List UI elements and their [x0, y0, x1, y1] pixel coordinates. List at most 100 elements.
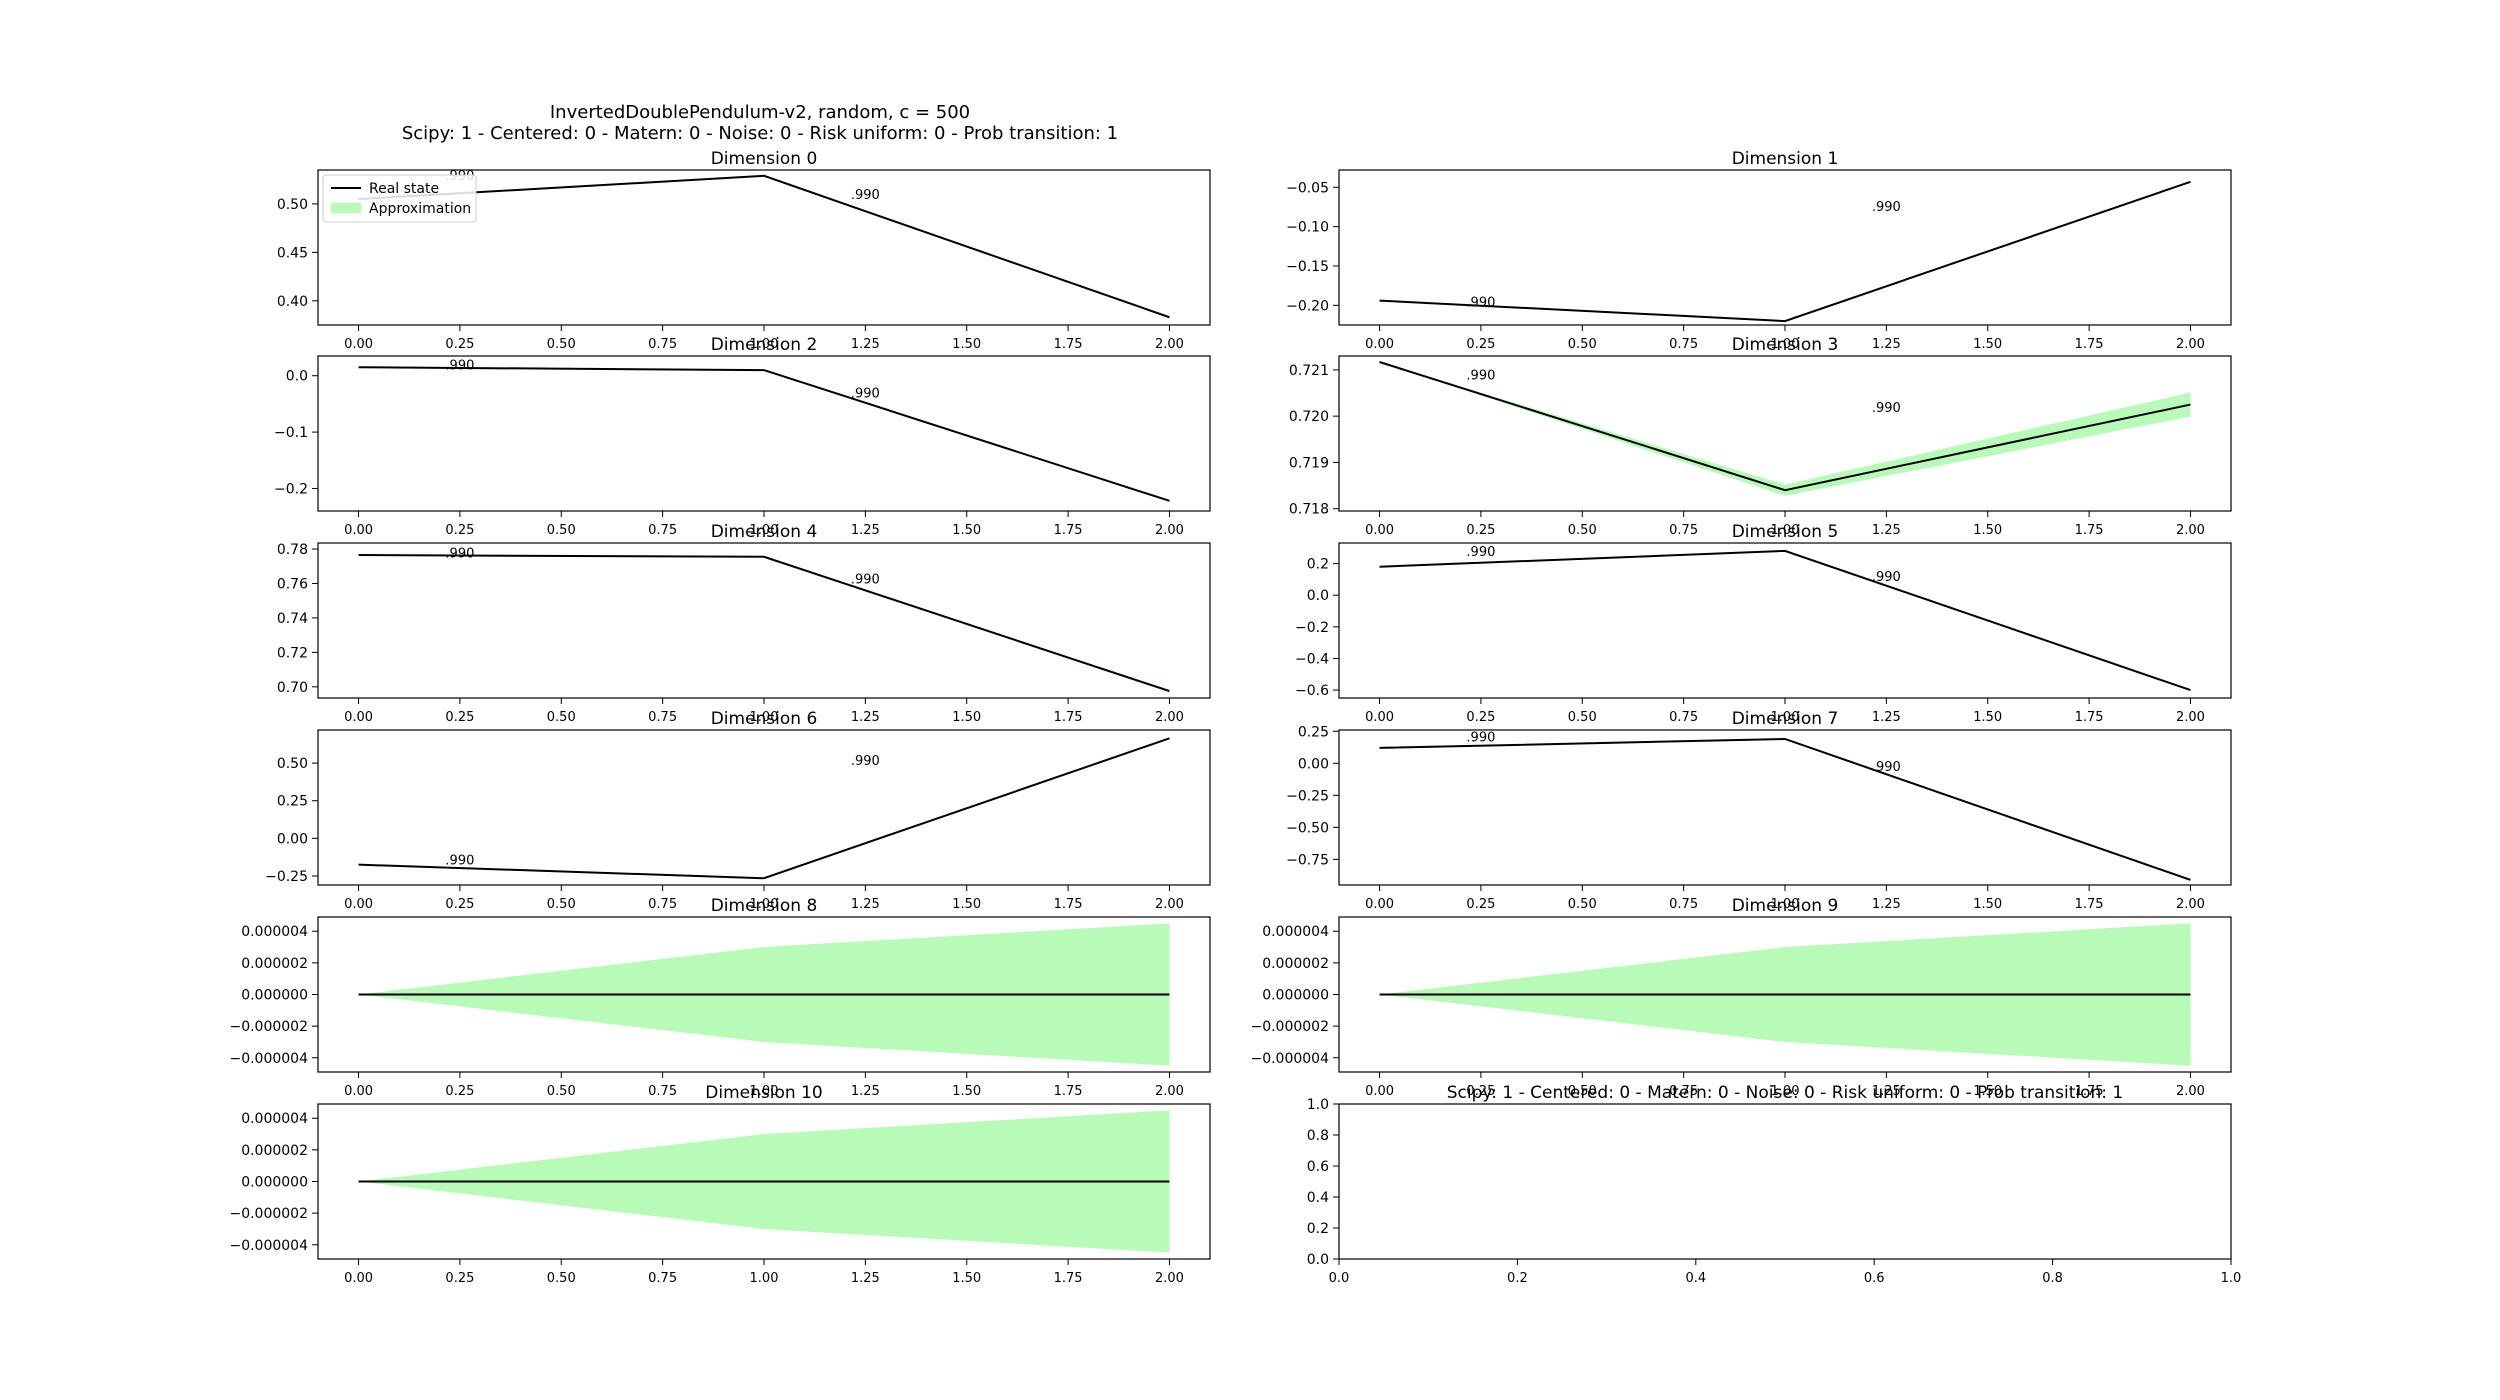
real-state-line [1379, 180, 2191, 323]
x-tick-label: 0.25 [445, 1271, 474, 1286]
x-tick-label: 1.75 [1054, 523, 1083, 538]
x-tick-label: 1.75 [1054, 1084, 1083, 1099]
x-tick-label: 0.75 [648, 897, 677, 912]
x-tick-label: 1.75 [1054, 337, 1083, 352]
figure-title-line-2: Scipy: 1 - Centered: 0 - Matern: 0 - Noi… [401, 123, 1119, 144]
subplot-title: Dimension 5 [1732, 522, 1839, 542]
real-state-line [1379, 549, 2191, 692]
x-tick-label: 0.50 [1568, 337, 1597, 352]
y-tick-label: 0.70 [277, 680, 308, 696]
subplot-2: 0.00 0.25 0.50 0.75 1.00 1.25 1.50 1.75 2.00 −0.2… [274, 335, 1211, 538]
legend: Real state Approximation [322, 174, 477, 223]
axes-frame [1338, 729, 2232, 886]
x-tick-label: 1.75 [1054, 897, 1083, 912]
y-tick-label: 0.2 [1307, 557, 1329, 573]
y-tick-label: −0.1 [274, 425, 308, 441]
y-tick-label: −0.000002 [229, 1019, 308, 1035]
x-tick-label: 1.25 [1872, 710, 1901, 725]
x-tick-label: 2.00 [2176, 337, 2205, 352]
x-tick-label: 1.00 [750, 1084, 779, 1099]
x-tick-label: 0.25 [445, 710, 474, 725]
figure-title: InvertedDoublePendulum-v2, random, c = 5… [0, 102, 1520, 144]
x-tick-label: 1.75 [2075, 897, 2104, 912]
x-tick-label: 2.00 [1155, 897, 1184, 912]
y-tick-label: −0.15 [1286, 259, 1329, 275]
subplot-title: Dimension 8 [711, 896, 818, 916]
x-tick-label: 2.00 [1155, 337, 1184, 352]
real-state-line [358, 174, 1170, 319]
annotation-label: .990 [851, 572, 880, 587]
y-tick-label: 0.78 [277, 542, 308, 558]
real-state-line [1379, 737, 2191, 881]
x-tick-label: 1.00 [1771, 897, 1800, 912]
annotation-label: .990 [851, 387, 880, 402]
y-tick-label: −0.75 [1286, 852, 1329, 868]
x-tick-label: 0.00 [1365, 1084, 1394, 1099]
y-tick-label: −0.2 [1295, 620, 1329, 636]
y-tick-label: 0.000000 [1262, 988, 1329, 1004]
subplot-11: 0.0 0.2 0.4 0.6 0.8 1.0 0.0 0.2 0.4 0.6 0.8 1.0 Scip… [1307, 1083, 2242, 1286]
x-tick-label: 0.75 [1669, 337, 1698, 352]
y-tick-label: −0.000004 [1250, 1051, 1329, 1067]
real-state-line [358, 554, 1170, 693]
x-tick-label: 0.50 [547, 1271, 576, 1286]
x-tick-label: 0.00 [344, 1084, 373, 1099]
annotation-label: .990 [1872, 401, 1901, 416]
y-tick-label: 1.0 [1307, 1097, 1329, 1113]
x-tick-label: 1.00 [750, 523, 779, 538]
x-tick-label: 0.50 [1568, 897, 1597, 912]
y-tick-label: 0.0 [1307, 588, 1329, 604]
x-tick-label: 0.25 [445, 523, 474, 538]
y-tick-label: 0.76 [277, 576, 308, 592]
x-tick-label: 0.75 [648, 710, 677, 725]
y-tick-label: −0.000004 [229, 1051, 308, 1067]
x-tick-label: 2.00 [1155, 710, 1184, 725]
x-tick-label: 1.25 [851, 710, 880, 725]
x-tick-label: 0.75 [1669, 523, 1698, 538]
x-tick-label: 0.50 [547, 523, 576, 538]
annotation-label: .990 [1466, 369, 1495, 384]
x-tick-label: 2.00 [1155, 1271, 1184, 1286]
x-tick-label: 2.00 [1155, 523, 1184, 538]
y-tick-label: −0.25 [265, 869, 308, 885]
axes-frame [1338, 1103, 2232, 1260]
y-tick-label: 0.4 [1307, 1190, 1329, 1206]
y-tick-label: 0.000002 [241, 956, 308, 972]
annotation-label: .990 [851, 754, 880, 769]
y-tick-label: −0.20 [1286, 298, 1329, 314]
subplot-title: Dimension 4 [711, 522, 818, 542]
x-tick-label: 0.25 [1466, 897, 1495, 912]
legend-approximation-label: Approximation [369, 201, 471, 217]
annotation-label: .990 [445, 853, 474, 868]
x-tick-label: 1.75 [2075, 523, 2104, 538]
y-tick-label: 0.000004 [241, 1111, 308, 1127]
x-tick-label: 0.75 [648, 337, 677, 352]
annotation-label: .990 [1466, 730, 1495, 745]
x-tick-label: 0.75 [1669, 897, 1698, 912]
subplot-title: Dimension 6 [711, 709, 818, 729]
x-tick-label: 0.00 [344, 710, 373, 725]
x-tick-label: 1.75 [1054, 710, 1083, 725]
x-tick-label: 1.25 [851, 523, 880, 538]
y-tick-label: 0.721 [1289, 363, 1329, 379]
subplot-title: Dimension 1 [1732, 149, 1839, 169]
approximation-band [358, 555, 1170, 693]
annotation-label: .990 [1872, 570, 1901, 585]
approximation-band [1379, 181, 2191, 322]
subplot-title: Dimension 10 [705, 1083, 822, 1103]
subplot-title: Dimension 2 [711, 335, 818, 355]
y-tick-label: −0.25 [1286, 788, 1329, 804]
x-tick-label: 0.0 [1329, 1271, 1350, 1286]
subplot-1: 0.00 0.25 0.50 0.75 1.00 1.25 1.50 1.75 2.00 −0.2… [1286, 149, 2232, 352]
y-tick-label: −0.000002 [1250, 1019, 1329, 1035]
y-tick-label: 0.00 [277, 831, 308, 847]
y-tick-label: 0.719 [1289, 455, 1329, 471]
approximation-band [1379, 362, 2191, 496]
y-tick-label: 0.000004 [241, 924, 308, 940]
annotation-label: .990 [445, 546, 474, 561]
y-tick-label: −0.10 [1286, 220, 1329, 236]
x-tick-label: 1.50 [952, 1084, 981, 1099]
x-tick-label: 1.25 [851, 1271, 880, 1286]
x-tick-label: 1.00 [750, 897, 779, 912]
annotation-label: .990 [1466, 295, 1495, 310]
